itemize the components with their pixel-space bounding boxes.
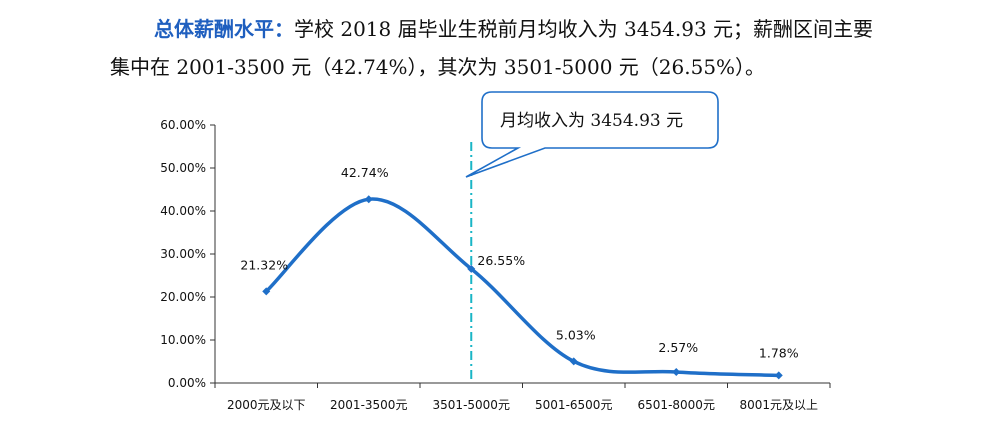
data-point-marker xyxy=(467,264,476,273)
y-tick-label: 50.00% xyxy=(160,161,206,175)
x-axis-ticks: 2000元及以下 2001-3500元 3501-5000元 5001-6500元 65… xyxy=(214,383,831,412)
callout-bubble xyxy=(465,91,719,178)
data-point-marker xyxy=(364,195,373,204)
data-labels: 21.32% 42.74% 26.55% 5.03% 2.57% 1.78% xyxy=(240,165,798,360)
callout-text: 月均收入为 3454.93 元 xyxy=(500,111,683,131)
x-tick-label: 5001-6500元 xyxy=(535,398,612,412)
summary-paragraph: 总体薪酬水平：学校 2018 届毕业生税前月均收入为 3454.93 元；薪酬区… xyxy=(110,10,990,86)
data-point-marker xyxy=(774,371,783,380)
data-points xyxy=(262,195,783,380)
x-tick-label: 6501-8000元 xyxy=(638,398,715,412)
summary-text-1: 学校 2018 届毕业生税前月均收入为 3454.93 元；薪酬区间主要 xyxy=(294,17,874,41)
summary-line-2: 集中在 2001-3500 元（42.74%），其次为 3501-5000 元（… xyxy=(110,55,766,79)
y-tick-label: 60.00% xyxy=(160,118,206,132)
data-label: 1.78% xyxy=(759,345,799,360)
x-tick-label: 8001元及以上 xyxy=(739,398,818,412)
data-label: 2.57% xyxy=(658,340,698,355)
data-point-marker xyxy=(569,357,578,366)
summary-heading: 总体薪酬水平： xyxy=(154,17,294,41)
summary-line-1: 总体薪酬水平：学校 2018 届毕业生税前月均收入为 3454.93 元；薪酬区… xyxy=(110,10,990,48)
average-income-callout: 月均收入为 3454.93 元 xyxy=(465,91,719,178)
data-label: 42.74% xyxy=(341,165,389,180)
x-tick-label: 3501-5000元 xyxy=(433,398,510,412)
data-point-marker xyxy=(262,287,271,296)
data-label: 5.03% xyxy=(556,327,596,342)
y-tick-label: 0.00% xyxy=(168,376,206,390)
data-label: 21.32% xyxy=(240,257,288,272)
series-line xyxy=(264,197,781,378)
x-tick-label: 2001-3500元 xyxy=(330,398,407,412)
data-label: 26.55% xyxy=(477,253,525,268)
y-tick-label: 20.00% xyxy=(160,290,206,304)
y-tick-label: 10.00% xyxy=(160,333,206,347)
y-axis-ticks: 0.00% 10.00% 20.00% 30.00% 40.00% 50.00% 60.00… xyxy=(160,118,215,390)
data-point-marker xyxy=(672,367,681,376)
y-tick-label: 40.00% xyxy=(160,204,206,218)
x-tick-label: 2000元及以下 xyxy=(227,398,306,412)
y-tick-label: 30.00% xyxy=(160,247,206,261)
